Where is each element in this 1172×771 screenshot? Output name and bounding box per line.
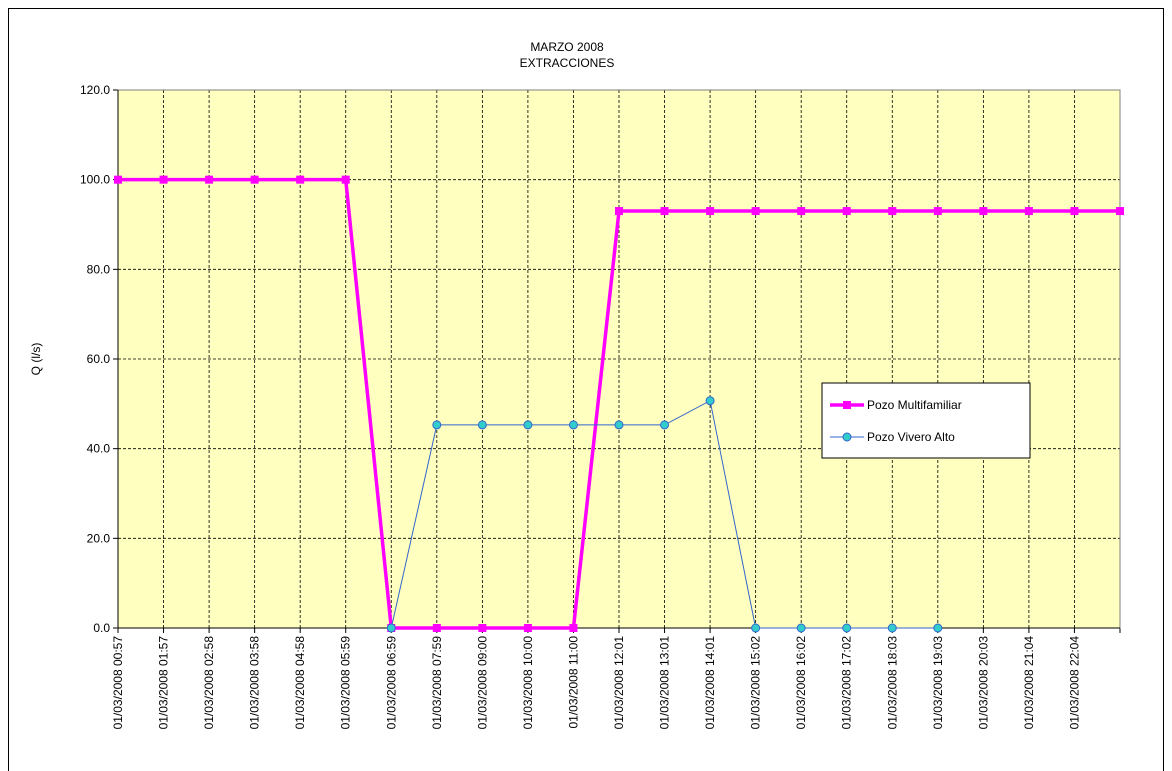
data-point <box>432 624 441 632</box>
y-tick-label: 100.0 <box>80 173 110 187</box>
x-tick-label: 01/03/2008 07:59 <box>430 636 444 730</box>
data-point <box>296 175 305 184</box>
data-point <box>523 624 532 632</box>
data-point <box>523 420 533 430</box>
data-point <box>706 207 715 216</box>
x-tick-label: 01/03/2008 12:01 <box>612 636 626 730</box>
x-tick-label: 01/03/2008 14:01 <box>703 636 717 730</box>
data-point <box>1024 207 1033 216</box>
x-tick-label: 01/03/2008 15:02 <box>749 636 763 730</box>
x-tick-label: 01/03/2008 18:03 <box>885 636 899 730</box>
x-tick-label: 01/03/2008 22:04 <box>1067 636 1081 730</box>
data-point <box>933 623 943 633</box>
legend-label: Pozo Vivero Alto <box>867 430 955 444</box>
x-tick-label: 01/03/2008 03:58 <box>248 636 262 730</box>
y-axis-label: Q (l/s) <box>29 343 43 376</box>
data-point <box>205 175 214 184</box>
y-tick-label: 120.0 <box>80 83 110 97</box>
y-tick-label: 20.0 <box>87 531 111 545</box>
data-point <box>1070 207 1079 216</box>
x-tick-label: 01/03/2008 02:58 <box>202 636 216 730</box>
chart-title: MARZO 2008 <box>530 40 604 54</box>
data-point <box>979 207 988 216</box>
data-point <box>887 623 897 633</box>
data-point <box>751 623 761 633</box>
legend-box <box>821 382 1031 459</box>
x-tick-label: 01/03/2008 10:00 <box>521 636 535 730</box>
data-point <box>159 175 168 184</box>
x-tick-label: 01/03/2008 05:59 <box>339 636 353 730</box>
y-tick-label: 60.0 <box>87 352 111 366</box>
y-tick-label: 0.0 <box>93 621 110 635</box>
y-tick-label: 80.0 <box>87 262 111 276</box>
x-tick-label: 01/03/2008 21:04 <box>1022 636 1036 730</box>
data-point <box>796 623 806 633</box>
data-point <box>888 207 897 216</box>
x-tick-label: 01/03/2008 04:58 <box>293 636 307 730</box>
data-point <box>797 207 806 216</box>
chart-subtitle: EXTRACCIONES <box>520 56 615 70</box>
x-tick-label: 01/03/2008 19:03 <box>931 636 945 730</box>
legend-marker <box>842 432 852 442</box>
x-tick-label: 01/03/2008 13:01 <box>658 636 672 730</box>
x-tick-label: 01/03/2008 20:03 <box>976 636 990 730</box>
data-point <box>842 623 852 633</box>
legend-label: Pozo Multifamiliar <box>867 398 962 412</box>
x-tick-label: 01/03/2008 01:57 <box>157 636 171 730</box>
data-point <box>751 207 760 216</box>
data-point <box>614 420 624 430</box>
data-point <box>478 624 487 632</box>
data-point <box>114 175 122 184</box>
legend-marker <box>843 401 851 409</box>
data-point <box>842 207 851 216</box>
x-tick-label: 01/03/2008 00:57 <box>111 636 125 730</box>
data-point <box>705 396 715 406</box>
x-tick-label: 01/03/2008 09:00 <box>475 636 489 730</box>
data-point <box>477 420 487 430</box>
x-tick-label: 01/03/2008 16:02 <box>794 636 808 730</box>
data-point <box>660 420 670 430</box>
data-point <box>250 175 259 184</box>
data-point <box>1116 207 1124 216</box>
data-point <box>568 420 578 430</box>
data-point <box>615 207 623 216</box>
x-tick-label: 01/03/2008 06:59 <box>384 636 398 730</box>
data-point <box>569 624 578 632</box>
data-point <box>933 207 942 216</box>
x-tick-label: 01/03/2008 11:00 <box>566 636 580 729</box>
data-point <box>660 207 669 216</box>
x-tick-label: 01/03/2008 17:02 <box>840 636 854 730</box>
data-point <box>341 175 350 184</box>
data-point <box>432 420 442 430</box>
data-point <box>386 623 396 633</box>
y-tick-label: 40.0 <box>87 442 111 456</box>
